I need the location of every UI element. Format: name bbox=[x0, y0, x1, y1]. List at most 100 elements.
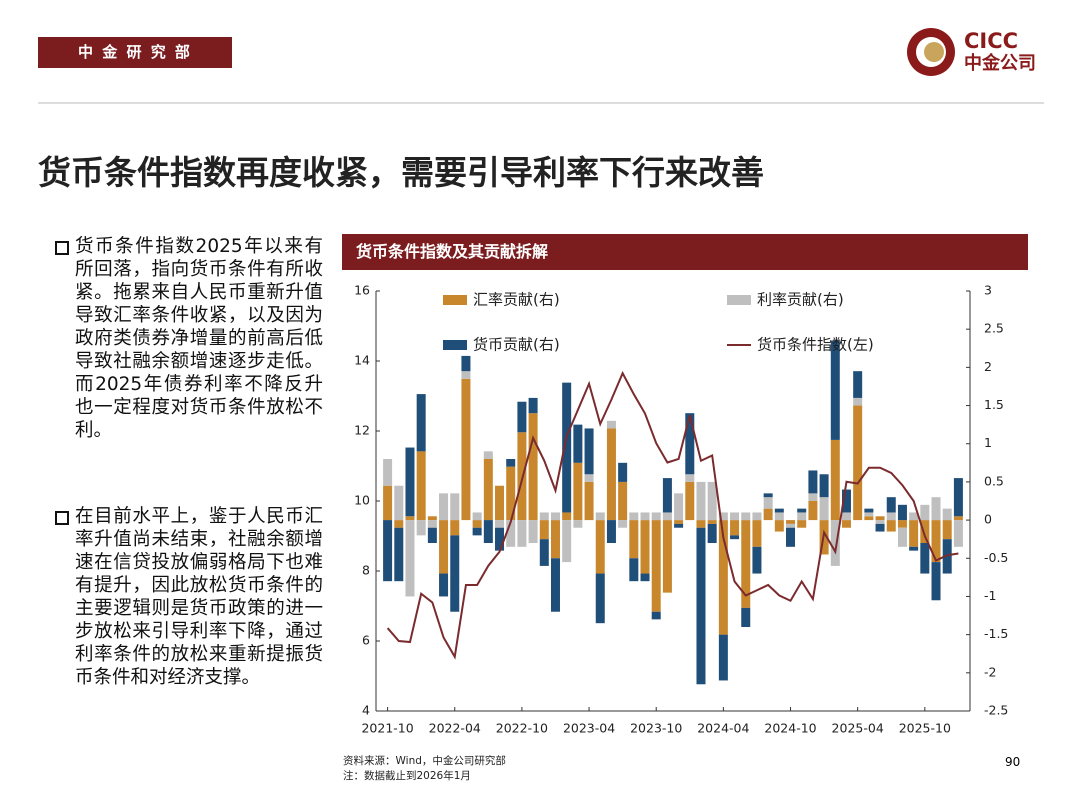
bar bbox=[718, 634, 728, 681]
logo-cn: 中金公司 bbox=[964, 52, 1036, 74]
bar bbox=[539, 539, 549, 566]
bar bbox=[786, 520, 796, 524]
bar bbox=[651, 611, 661, 620]
bar bbox=[595, 573, 605, 624]
bar bbox=[528, 413, 538, 521]
bar bbox=[696, 527, 706, 685]
logo-en: CICC bbox=[964, 29, 1018, 53]
bar bbox=[584, 428, 594, 475]
x-tick-label: 2022-10 bbox=[496, 721, 548, 736]
y2-tick-label: 2.5 bbox=[984, 321, 1004, 336]
bar bbox=[808, 493, 818, 501]
y2-tick-label: -1.5 bbox=[984, 626, 1008, 641]
bar bbox=[897, 527, 907, 547]
y-tick-label: 6 bbox=[362, 633, 370, 648]
x-tick-label: 2021-10 bbox=[361, 721, 413, 736]
bar bbox=[864, 508, 874, 513]
bar bbox=[640, 512, 650, 521]
bar bbox=[517, 401, 527, 433]
bar bbox=[416, 394, 426, 452]
x-tick-label: 2022-04 bbox=[429, 721, 481, 736]
bar bbox=[606, 428, 616, 521]
bar bbox=[595, 512, 605, 521]
legend-label: 货币条件指数(左) bbox=[757, 336, 874, 354]
bar bbox=[707, 520, 717, 524]
bar bbox=[550, 512, 560, 521]
bar bbox=[618, 462, 628, 482]
y2-tick-label: -2 bbox=[984, 664, 996, 679]
bar bbox=[506, 520, 516, 547]
bar bbox=[718, 520, 728, 635]
bar bbox=[439, 573, 449, 597]
bar bbox=[931, 562, 941, 601]
bar bbox=[483, 520, 493, 543]
bar bbox=[416, 451, 426, 521]
x-tick-label: 2023-04 bbox=[563, 721, 615, 736]
y-tick-label: 8 bbox=[362, 563, 370, 578]
y2-tick-label: -2.5 bbox=[984, 703, 1008, 718]
bar bbox=[942, 508, 952, 521]
bar bbox=[584, 474, 594, 482]
bar bbox=[953, 516, 963, 521]
bar bbox=[853, 405, 863, 521]
bar bbox=[797, 520, 807, 528]
bar bbox=[517, 432, 527, 521]
bar bbox=[562, 512, 572, 521]
bar bbox=[942, 539, 952, 574]
bar bbox=[752, 546, 762, 574]
bar bbox=[405, 516, 415, 521]
bar bbox=[763, 497, 773, 509]
bar bbox=[774, 520, 784, 532]
bar bbox=[909, 546, 919, 551]
bar bbox=[618, 520, 628, 528]
bar bbox=[864, 512, 874, 517]
y-tick-label: 4 bbox=[362, 703, 370, 718]
bar bbox=[539, 520, 549, 540]
bar bbox=[864, 516, 874, 521]
bar bbox=[797, 512, 807, 521]
bar bbox=[920, 504, 930, 521]
bar bbox=[730, 520, 740, 536]
bar bbox=[439, 520, 449, 574]
bar bbox=[774, 508, 784, 513]
bar bbox=[674, 523, 684, 528]
bar bbox=[495, 485, 505, 521]
legend-label: 货币贡献(右) bbox=[473, 336, 560, 354]
bar bbox=[674, 493, 684, 521]
bar bbox=[506, 459, 516, 467]
bar bbox=[595, 520, 605, 574]
divider bbox=[38, 102, 1044, 104]
bar bbox=[685, 474, 695, 482]
bar bbox=[696, 481, 706, 521]
y2-tick-label: 1.5 bbox=[984, 397, 1004, 412]
bar bbox=[752, 512, 762, 521]
bar bbox=[573, 520, 583, 528]
bar bbox=[461, 371, 471, 379]
bar bbox=[730, 512, 740, 521]
bar bbox=[394, 520, 404, 528]
bar bbox=[886, 520, 896, 532]
bar bbox=[394, 485, 404, 521]
bar bbox=[875, 523, 885, 532]
bar bbox=[853, 371, 863, 398]
bar bbox=[741, 512, 751, 521]
y-tick-label: 12 bbox=[354, 423, 370, 438]
x-tick-label: 2023-10 bbox=[630, 721, 682, 736]
department-tag: 中 金 研 究 部 bbox=[38, 37, 232, 68]
logo-dot bbox=[924, 42, 944, 62]
bar bbox=[696, 520, 706, 528]
bar bbox=[707, 481, 717, 521]
bar bbox=[875, 516, 885, 521]
bar bbox=[405, 447, 415, 517]
x-tick-label: 2024-04 bbox=[697, 721, 749, 736]
bar bbox=[886, 497, 896, 513]
bar bbox=[830, 439, 840, 521]
bar bbox=[953, 520, 963, 547]
bar bbox=[573, 462, 583, 521]
bar bbox=[461, 355, 471, 372]
bar bbox=[841, 520, 851, 528]
bullet-text: 在目前水平上，鉴于人民币汇率升值尚未结束，社融余额增速在信贷投放偏弱格局下也难有… bbox=[75, 506, 323, 688]
bar bbox=[763, 508, 773, 521]
bar bbox=[550, 520, 560, 559]
bar bbox=[383, 520, 393, 582]
